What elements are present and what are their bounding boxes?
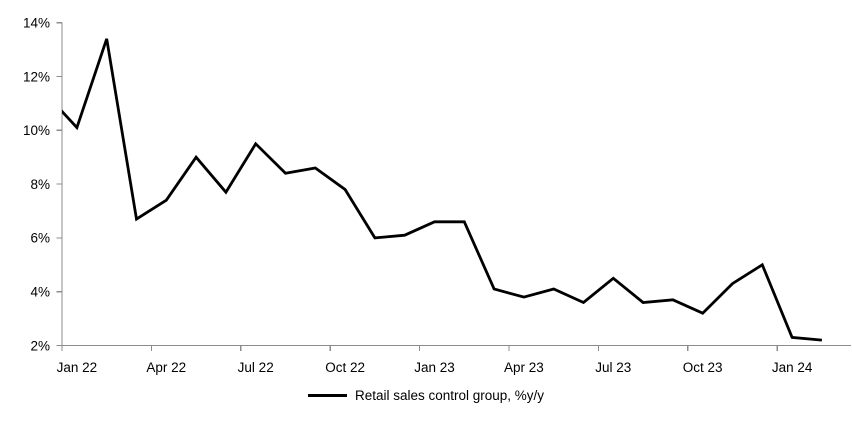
x-axis-label: Jan 22	[57, 360, 98, 375]
y-axis-label: 12%	[23, 69, 50, 84]
x-axis-label: Oct 23	[683, 360, 723, 375]
axes	[56, 22, 851, 351]
x-axis-label: Oct 22	[325, 360, 365, 375]
y-axis-label: 6%	[30, 231, 50, 246]
axis-labels: 14% 12% 10% 8% 6% 4% 2% Jan 22 Apr 22 Jul 22 Oct 2…	[23, 16, 813, 376]
x-axis-label: Jan 23	[414, 360, 455, 375]
series-line	[62, 38, 823, 342]
legend-label: Retail sales control group, %y/y	[354, 388, 545, 403]
y-axis-label: 10%	[23, 123, 50, 138]
x-axis-label: Apr 22	[146, 360, 186, 375]
y-axis-label: 8%	[30, 177, 50, 192]
y-axis-label: 2%	[30, 338, 50, 353]
y-axis-label: 4%	[30, 285, 50, 300]
x-axis-label: Jul 22	[238, 360, 274, 375]
line-chart: 14% 12% 10% 8% 6% 4% 2% Jan 22 Apr 22 Jul 22 Oct 2…	[23, 16, 851, 376]
legend-line-swatch	[307, 394, 347, 397]
x-axis-label: Apr 23	[504, 360, 544, 375]
y-axis-label: 14%	[23, 16, 50, 31]
chart-legend: Retail sales control group, %y/y	[0, 388, 852, 403]
x-axis-label: Jan 24	[772, 360, 813, 375]
x-axis-label: Jul 23	[595, 360, 631, 375]
